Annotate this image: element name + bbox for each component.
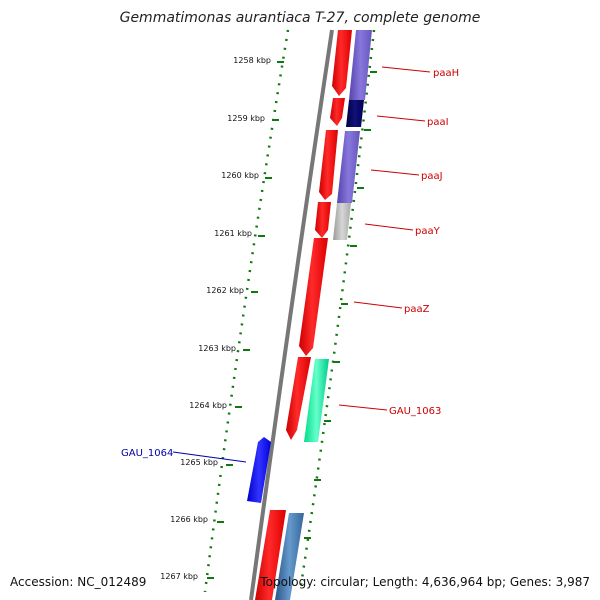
map-title: Gemmatimonas aurantiaca T-27, complete g…: [119, 10, 481, 26]
cds-forward-3: [319, 130, 338, 200]
kbp-label-1263: 1263 kbp: [198, 344, 236, 353]
cds-forward-5: [299, 238, 328, 356]
gene-label-paaJ: paaJ: [421, 171, 443, 182]
kbp-label-1261: 1261 kbp: [214, 229, 252, 238]
reverse-cds-track: [275, 30, 372, 600]
kbp-labels: 1258 kbp 1259 kbp 1260 kbp 1261 kbp 1262…: [160, 56, 271, 581]
gene-label-leaders: [172, 66, 431, 463]
kbp-label-1262: 1262 kbp: [206, 286, 244, 295]
gene-label-paaH: paaH: [433, 68, 459, 79]
inner-dotted-ring: [203, 29, 290, 593]
cds-gau-1064: [247, 437, 271, 503]
kbp-label-1260: 1260 kbp: [221, 171, 259, 180]
cds-reverse-gray: [333, 203, 351, 240]
cds-forward-4: [315, 202, 331, 238]
kbp-label-1266: 1266 kbp: [170, 515, 208, 524]
cds-reverse-purple-2: [337, 131, 360, 203]
cds-reverse-mint: [304, 359, 329, 442]
kbp-label-1259: 1259 kbp: [227, 114, 265, 123]
cds-forward-7: [255, 510, 286, 600]
gene-labels: paaH paaI paaJ paaY paaZ GAU_1063 GAU_10…: [121, 68, 459, 459]
gene-label-gau-1064: GAU_1064: [121, 448, 173, 459]
kbp-label-1258: 1258 kbp: [233, 56, 271, 65]
inner-ticks: [207, 61, 284, 579]
outer-ticks: [304, 71, 377, 539]
kbp-label-1265: 1265 kbp: [180, 458, 218, 467]
gene-label-paaZ: paaZ: [404, 304, 430, 315]
forward-cds-track: [255, 30, 352, 600]
kbp-label-1267: 1267 kbp: [160, 572, 198, 581]
accession-label: Accession: NC_012489: [10, 575, 147, 589]
gene-label-paaI: paaI: [427, 117, 449, 128]
kbp-label-1264: 1264 kbp: [189, 401, 227, 410]
cds-reverse-purple-1: [349, 30, 372, 100]
cds-reverse-navy: [346, 100, 364, 127]
cds-forward-1: [332, 30, 352, 96]
gene-label-gau-1063: GAU_1063: [389, 406, 441, 417]
genome-summary: Topology: circular; Length: 4,636,964 bp…: [260, 575, 590, 589]
cds-forward-6: [286, 357, 311, 440]
cds-reverse-steel: [275, 513, 304, 600]
cds-forward-2: [330, 98, 345, 126]
gene-label-paaY: paaY: [415, 226, 441, 237]
genome-backbone: [249, 29, 334, 600]
